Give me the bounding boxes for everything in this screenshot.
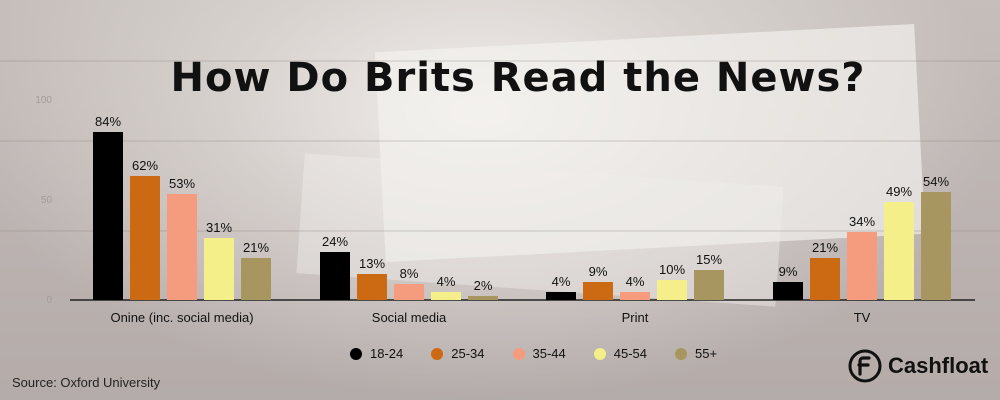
bar-25-34-2 <box>583 282 613 300</box>
data-label: 31% <box>206 220 232 235</box>
y-tick-label: 100 <box>35 95 52 106</box>
cashfloat-logo-icon <box>848 349 882 383</box>
bar-45-54-2 <box>657 280 687 300</box>
bar-18-24-2 <box>546 292 576 300</box>
legend-swatch <box>593 347 606 360</box>
legend-item-45-54: 45-54 <box>593 346 647 361</box>
category-label: TV <box>854 310 871 325</box>
bar-25-34-3 <box>810 258 840 300</box>
bars: 84% 62% 53% 31% 21% 24% 13% 8% 4% 2% 4% 9% 4% 10% 15% 9… <box>93 114 951 300</box>
legend: 18-24 25-34 35-44 45-54 55+ <box>350 346 717 361</box>
bar-35-44-1 <box>394 284 424 300</box>
bar-45-54-1 <box>431 292 461 300</box>
legend-swatch <box>350 347 362 360</box>
bar-25-34-1 <box>357 274 387 300</box>
data-label: 4% <box>626 274 645 289</box>
data-label: 8% <box>400 266 419 281</box>
wood-grain <box>0 230 1000 232</box>
data-label: 53% <box>169 176 195 191</box>
bar-35-44-3 <box>847 232 877 300</box>
y-axis-ticks: 0 50 100 <box>35 95 52 306</box>
category-labels: Onine (inc. social media) Social media Pri… <box>110 310 870 325</box>
wood-grain <box>0 140 1000 142</box>
y-tick-label: 50 <box>41 195 53 206</box>
category-label: Onine (inc. social media) <box>110 310 253 325</box>
bar-35-44-2 <box>620 292 650 300</box>
legend-label: 18-24 <box>370 346 404 361</box>
bar-55+-1 <box>468 296 498 300</box>
legend-label: 35-44 <box>532 346 566 361</box>
data-label: 13% <box>359 256 385 271</box>
data-label: 15% <box>696 252 722 267</box>
wood-grain <box>0 60 1000 62</box>
bar-55+-0 <box>241 258 271 300</box>
data-label: 9% <box>589 264 608 279</box>
brand-logo: Cashfloat <box>848 349 988 383</box>
chart-title: How Do Brits Read the News? <box>171 55 866 101</box>
legend-item-35-44: 35-44 <box>512 346 566 361</box>
brand-name: Cashfloat <box>888 353 989 378</box>
bar-18-24-1 <box>320 252 350 300</box>
bar-55+-2 <box>694 270 724 300</box>
legend-label: 25-34 <box>451 346 485 361</box>
legend-item-55+: 55+ <box>675 346 717 361</box>
data-label: 21% <box>812 240 838 255</box>
bar-18-24-0 <box>93 132 123 300</box>
bar-45-54-3 <box>884 202 914 300</box>
category-label: Print <box>622 310 649 325</box>
legend-item-18-24: 18-24 <box>350 346 403 361</box>
legend-label: 55+ <box>695 346 718 361</box>
bar-25-34-0 <box>130 176 160 300</box>
data-label: 10% <box>659 262 685 277</box>
bar-45-54-0 <box>204 238 234 300</box>
legend-swatch <box>431 347 444 360</box>
y-tick-label: 0 <box>46 295 52 306</box>
data-label: 84% <box>95 114 121 129</box>
source-note: Source: Oxford University <box>12 375 161 390</box>
data-label: 54% <box>923 174 949 189</box>
data-label: 49% <box>886 184 912 199</box>
bar-35-44-0 <box>167 194 197 300</box>
bar-55+-3 <box>921 192 951 300</box>
data-label: 4% <box>552 274 571 289</box>
data-label: 34% <box>849 214 875 229</box>
legend-swatch <box>675 347 687 360</box>
data-label: 4% <box>437 274 456 289</box>
data-label: 62% <box>132 158 158 173</box>
data-label: 9% <box>779 264 798 279</box>
bar-18-24-3 <box>773 282 803 300</box>
legend-swatch <box>512 347 525 360</box>
category-label: Social media <box>372 310 447 325</box>
legend-label: 45-54 <box>613 346 647 361</box>
data-label: 24% <box>322 234 348 249</box>
legend-item-25-34: 25-34 <box>431 346 485 361</box>
data-label: 21% <box>243 240 269 255</box>
data-label: 2% <box>474 278 493 293</box>
